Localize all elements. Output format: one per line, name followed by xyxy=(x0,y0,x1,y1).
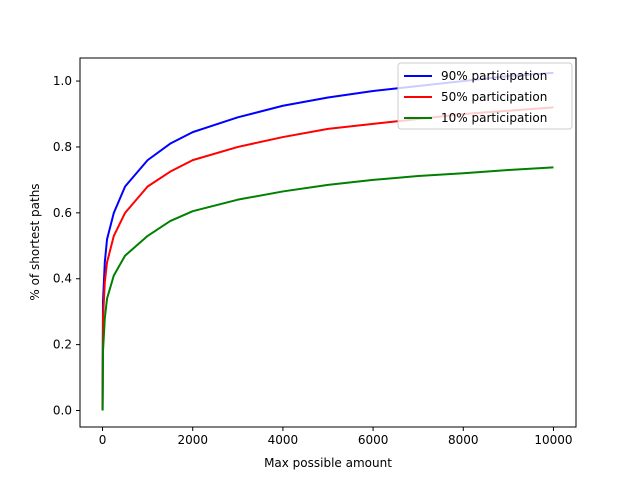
x-tick-label: 6000 xyxy=(358,433,389,447)
x-tick-label: 8000 xyxy=(448,433,479,447)
y-tick-label: 0.6 xyxy=(53,206,72,220)
legend-label-1: 90% participation xyxy=(441,69,547,83)
y-tick-label: 0.8 xyxy=(53,140,72,154)
legend-label-2: 50% participation xyxy=(441,90,547,104)
y-tick-label: 1.0 xyxy=(53,74,72,88)
y-axis-label: % of shortest paths xyxy=(28,183,42,300)
legend-label-3: 10% participation xyxy=(441,111,547,125)
legend-box xyxy=(397,62,573,130)
y-tick-label: 0.0 xyxy=(53,404,72,418)
y-axis-ticks: 0.0 0.2 0.4 0.6 0.8 1.0 xyxy=(53,74,80,418)
x-axis-ticks: 0 2000 4000 6000 8000 10000 xyxy=(99,427,573,447)
x-axis-label: Max possible amount xyxy=(264,456,392,470)
x-tick-label: 4000 xyxy=(268,433,299,447)
x-tick-label: 10000 xyxy=(534,433,572,447)
y-tick-label: 0.4 xyxy=(53,272,72,286)
series-line-3 xyxy=(101,166,554,411)
plot-area-frame xyxy=(79,57,577,428)
x-tick-label: 0 xyxy=(99,433,107,447)
x-tick-label: 2000 xyxy=(177,433,208,447)
legend: 90% participation 50% participation 10% pa… xyxy=(397,62,573,130)
y-tick-label: 0.2 xyxy=(53,338,72,352)
